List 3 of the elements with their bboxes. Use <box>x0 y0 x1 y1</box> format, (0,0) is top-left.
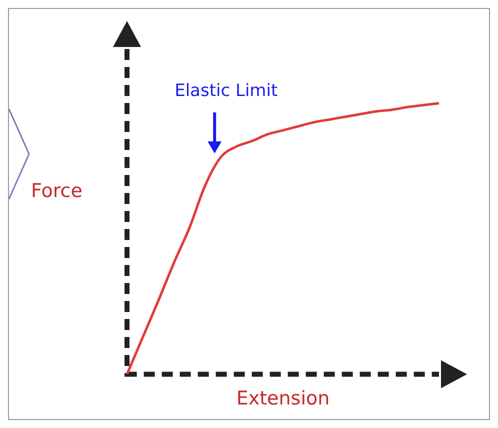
y-axis-title: Force <box>31 180 82 202</box>
text: Elastic Limit <box>174 81 278 102</box>
x-axis-title: Extension <box>236 388 330 410</box>
